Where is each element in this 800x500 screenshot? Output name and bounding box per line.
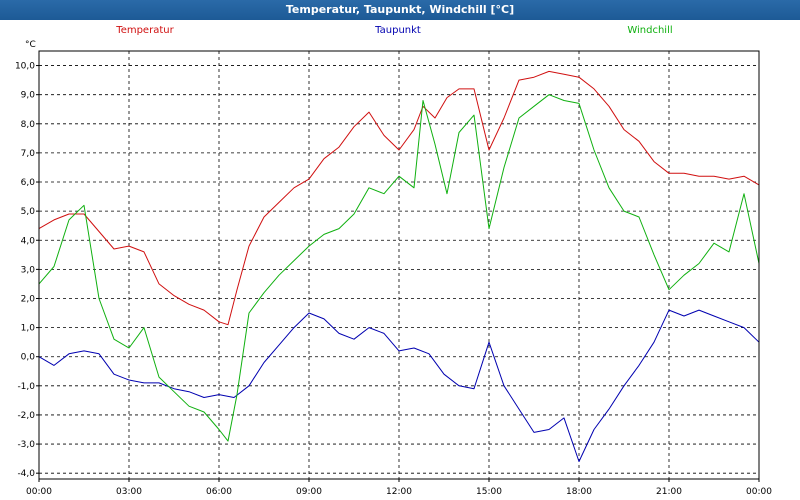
legend-entry-windchill: Windchill [627, 25, 672, 36]
x-tick-time-label: 03:00 [116, 487, 142, 497]
y-tick-label: -1,0 [17, 382, 35, 392]
x-tick-time-label: 06:00 [206, 487, 232, 497]
y-tick-label: -2,0 [17, 411, 35, 421]
y-tick-label: 9,0 [21, 91, 36, 101]
y-tick-label: 10,0 [15, 62, 35, 72]
chart-title-bar: Temperatur, Taupunkt, Windchill [°C] [0, 0, 800, 20]
y-tick-label: -4,0 [17, 469, 35, 479]
legend-entry-taupunkt: Taupunkt [374, 25, 421, 36]
x-tick-time-label: 15:00 [476, 487, 502, 497]
y-tick-label: 8,0 [21, 120, 36, 130]
series-line-taupunkt [38, 309, 760, 462]
x-tick-time-label: 12:00 [386, 487, 412, 497]
y-tick-label: 2,0 [21, 294, 36, 304]
y-tick-label: 3,0 [21, 265, 36, 275]
y-axis-unit-label: °C [25, 40, 36, 50]
y-tick-label: 7,0 [21, 149, 36, 159]
series-line-temperatur [38, 70, 760, 326]
y-tick-label: 0,0 [21, 353, 36, 363]
y-tick-label: 1,0 [21, 324, 36, 334]
y-axis-ticks: 10,0 9,0 8,0 7,0 6,0 5,0 4,0 3,0 2,0 1,0 0,0 -1,0 -2… [15, 62, 39, 479]
legend-entry-temperatur: Temperatur [115, 25, 174, 36]
y-tick-label: 6,0 [21, 178, 36, 188]
legend: Temperatur Taupunkt Windchill [115, 25, 672, 36]
x-tick-time-label: 00:00 [746, 487, 772, 497]
x-tick-time-label: 00:00 [26, 487, 52, 497]
x-tick-time-label: 18:00 [566, 487, 592, 497]
y-tick-label: -3,0 [17, 440, 35, 450]
series-layer [38, 70, 760, 462]
grid [39, 51, 759, 479]
x-tick-time-label: 21:00 [656, 487, 682, 497]
y-tick-label: 5,0 [21, 207, 36, 217]
x-axis-ticks: 00:0026.04.1703:0026.04.1706:0026.04.170… [26, 479, 772, 497]
line-chart: 10,0 9,0 8,0 7,0 6,0 5,0 4,0 3,0 2,0 1,0 0,0 -1,0 -2… [0, 20, 800, 500]
x-tick-time-label: 09:00 [296, 487, 322, 497]
chart-title: Temperatur, Taupunkt, Windchill [°C] [285, 3, 515, 16]
series-line-windchill [38, 94, 760, 442]
chart-background [0, 20, 800, 500]
y-tick-label: 4,0 [21, 236, 36, 246]
